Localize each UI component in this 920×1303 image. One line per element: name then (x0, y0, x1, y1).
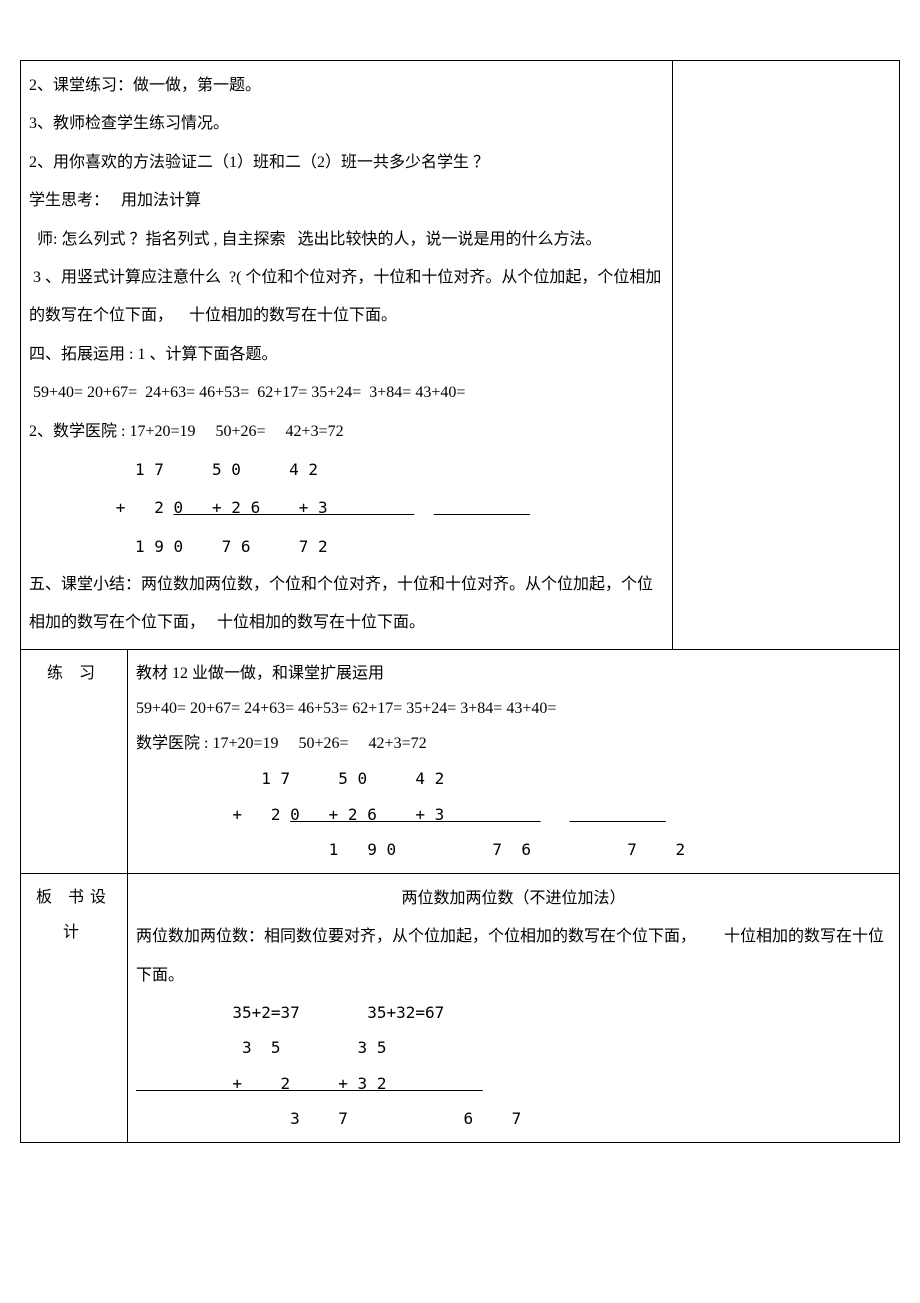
main-vert-row3: 1 9 0 7 6 7 2 (29, 528, 664, 566)
board-label: 板 书设 计 (29, 880, 119, 950)
main-vert-row2: + 2 0 + 2 6 + 3 (29, 489, 664, 527)
board-content-cell: 两位数加两位数（不进位加法） 两位数加两位数：相同数位要对齐，从个位加起，个位相… (128, 873, 900, 1142)
practice-label: 练 习 (29, 656, 119, 691)
main-p2: 3、教师检查学生练习情况。 (29, 105, 664, 143)
practice-v2a: + 2 (136, 805, 290, 824)
main-p4: 学生思考： 用加法计算 (29, 182, 664, 220)
main-p4a: 学生思考： (29, 192, 109, 209)
main-content-cell: 2、课堂练习：做一做，第一题。 3、教师检查学生练习情况。 2、用你喜欢的方法验… (21, 61, 673, 650)
practice-p1: 教材 12 业做一做，和课堂扩展运用 (136, 656, 891, 691)
practice-vert-row3: 1 9 0 7 6 7 2 (136, 832, 891, 867)
document-table: 2、课堂练习：做一做，第一题。 3、教师检查学生练习情况。 2、用你喜欢的方法验… (20, 60, 900, 1143)
board-v2b (386, 1074, 482, 1093)
practice-content-cell: 教材 12 业做一做，和课堂扩展运用 59+40= 20+67= 24+63= … (128, 649, 900, 873)
board-vert-row1: 3 5 3 5 (136, 1030, 891, 1065)
board-label-cell: 板 书设 计 (21, 873, 128, 1142)
board-p2: 35+2=37 35+32=67 (136, 995, 891, 1030)
main-vert-row1: 1 7 5 0 4 2 (29, 451, 664, 489)
main-v2d (328, 498, 415, 517)
board-title: 两位数加两位数（不进位加法） (136, 880, 891, 918)
main-p3: 2、用你喜欢的方法验证二（1）班和二（2）班一共多少名学生 ？ (29, 144, 664, 182)
practice-v2c: + 3 (415, 805, 444, 824)
main-p7: 四、拓展运用 : 1 、计算下面各题。 (29, 336, 664, 374)
main-v2a: + 2 (29, 498, 174, 517)
main-p10: 五、课堂小结：两位数加两位数，个位和个位对齐，十位和十位对齐。从个位加起，个位相… (29, 566, 664, 643)
board-v2a: + 2 + 3 2 (136, 1074, 386, 1093)
main-v2c: + 3 (299, 498, 328, 517)
practice-vert-row1: 1 7 5 0 4 2 (136, 761, 891, 796)
practice-p3: 数学医院 : 17+20=19 50+26= 42+3=72 (136, 726, 891, 761)
board-vert-row2: + 2 + 3 2 (136, 1066, 891, 1101)
main-p6: 3 、用竖式计算应注意什么 ?( 个位和个位对齐，十位和十位对齐。从个位加起，个… (29, 259, 664, 336)
main-p9: 2、数学医院 : 17+20=19 50+26= 42+3=72 (29, 413, 664, 451)
practice-vert-row2: + 2 0 + 2 6 + 3 (136, 797, 891, 832)
practice-p2: 59+40= 20+67= 24+63= 46+53= 62+17= 35+24… (136, 691, 891, 726)
board-vert-row3: 3 7 6 7 (136, 1101, 891, 1136)
main-p5: 师: 怎么列式 ？指名列式 , 自主探索 选出比较快的人，说一说是用的什么方法。 (29, 221, 664, 259)
main-v2e (434, 498, 530, 517)
main-p1: 2、课堂练习：做一做，第一题。 (29, 67, 664, 105)
side-column (673, 61, 900, 650)
main-v2b: 0 + 2 6 (174, 498, 299, 517)
page-container: 2、课堂练习：做一做，第一题。 3、教师检查学生练习情况。 2、用你喜欢的方法验… (0, 0, 920, 1163)
main-p4b: 用加法计算 (121, 192, 201, 209)
practice-label-cell: 练 习 (21, 649, 128, 873)
practice-v2b: 0 + 2 6 (290, 805, 415, 824)
practice-v2e (570, 805, 666, 824)
board-p1: 两位数加两位数：相同数位要对齐，从个位加起，个位相加的数写在个位下面， 十位相加… (136, 918, 891, 995)
main-p8: 59+40= 20+67= 24+63= 46+53= 62+17= 35+24… (29, 374, 664, 412)
practice-v2d (444, 805, 540, 824)
